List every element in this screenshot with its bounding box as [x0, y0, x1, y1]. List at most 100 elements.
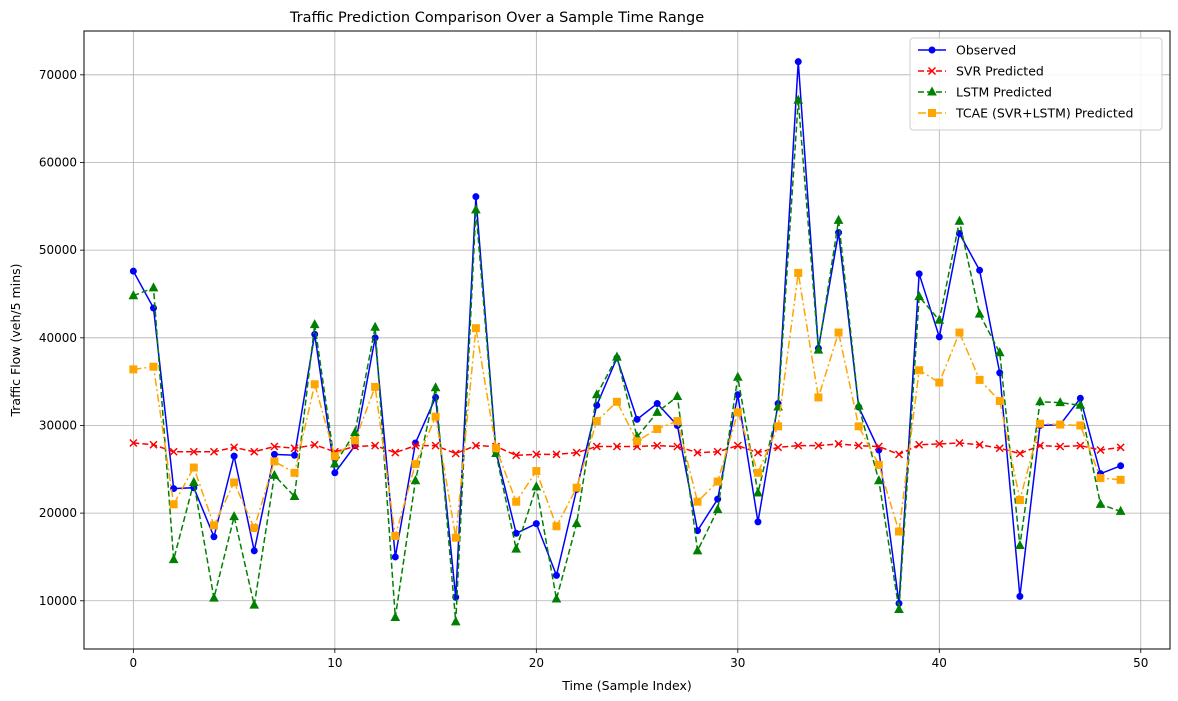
series-1: [129, 58, 1125, 607]
series-2-point: [1116, 443, 1125, 452]
series-3-point: [531, 481, 542, 491]
legend-marker: [928, 109, 936, 117]
series-4-point: [169, 500, 178, 509]
series-4-point: [391, 531, 400, 540]
series-2-point: [774, 443, 783, 452]
series-3-point: [471, 204, 481, 214]
series-2-point: [834, 439, 843, 448]
series-2-point: [371, 441, 380, 450]
series-2-point: [310, 440, 319, 449]
legend-box: [909, 37, 1163, 131]
axis-ticks: 0 10 20 30 40 50 10000 20000 30000 40000 50000 6000…: [39, 68, 1149, 670]
series-2-point: [915, 440, 924, 449]
series-4-point: [1015, 495, 1024, 504]
series-3-point: [430, 382, 441, 392]
series-2-point: [129, 438, 138, 448]
series-2-point: [713, 447, 722, 456]
series-3-point: [994, 347, 1005, 357]
series-2-point: [431, 441, 440, 450]
series-3-point: [188, 476, 199, 486]
series-3-point: [1115, 505, 1126, 515]
series-4-point: [874, 460, 883, 469]
series-1-point: [552, 571, 560, 579]
series-4-point: [693, 497, 702, 506]
series-3-point: [833, 214, 844, 224]
series-2-point: [612, 442, 621, 451]
series-2-point: [391, 448, 400, 457]
series-3-point: [390, 611, 401, 621]
plot-frame: [83, 30, 1171, 650]
series-4-point: [371, 382, 380, 391]
series-1-point: [935, 333, 943, 341]
series-4-point: [290, 468, 299, 477]
series-3-point: [1055, 397, 1066, 407]
series-3-point: [370, 321, 380, 331]
series-3-point: [652, 406, 663, 416]
series-1-point: [391, 553, 399, 561]
series-4-point: [955, 328, 964, 337]
series-2-point: [673, 442, 682, 451]
series-2-point: [935, 439, 944, 448]
x-axis-label: Time (Sample Index): [561, 678, 692, 693]
series-2-point: [1015, 449, 1024, 458]
x-tick-label: 30: [730, 656, 745, 670]
series-4-point: [350, 436, 359, 445]
series-2-point: [209, 447, 218, 456]
series-4-point: [250, 524, 259, 533]
series-2-point: [230, 443, 239, 452]
series-4-point: [653, 424, 662, 433]
series-4-point: [794, 268, 803, 277]
series-4: [129, 268, 1125, 542]
series-3-point: [813, 344, 824, 354]
series-3-point: [350, 426, 360, 436]
series-2-point: [955, 438, 964, 448]
series-2-point: [572, 448, 581, 457]
series-1-point: [1117, 462, 1125, 470]
x-tick-label: 10: [327, 656, 342, 670]
series-3-point: [148, 282, 159, 292]
series-4-point: [149, 362, 158, 371]
series-1-point: [996, 369, 1004, 377]
series-4-point: [1056, 420, 1065, 429]
series-3-point: [1035, 396, 1045, 406]
series-4-point: [713, 477, 722, 486]
series-3-point: [511, 543, 522, 553]
series-3-point: [168, 554, 179, 564]
series-2-point: [169, 447, 178, 456]
y-tick-label: 20000: [39, 506, 77, 520]
series-3-point: [1095, 498, 1106, 508]
series-3-point: [591, 389, 602, 399]
series-3-point: [551, 593, 562, 603]
legend-marker: [927, 86, 937, 96]
series-1-point: [472, 193, 480, 201]
series-3-point: [753, 487, 763, 497]
series-1-line: [132, 61, 1121, 604]
series-4-point: [270, 457, 279, 466]
series-3-point: [309, 319, 320, 329]
series-4-point: [915, 366, 924, 375]
series-3-point: [894, 603, 904, 614]
series-4-point: [935, 378, 944, 387]
series-4-point: [995, 396, 1004, 405]
series-3-point: [732, 371, 743, 381]
chart-title: Traffic Prediction Comparison Over a Sam…: [289, 10, 704, 26]
series-2-point: [1056, 442, 1065, 451]
series-3-point: [491, 447, 501, 458]
series-3-point: [128, 290, 139, 300]
series-3-point: [269, 469, 280, 479]
series-4-point: [612, 397, 621, 406]
series-4-point: [975, 375, 984, 384]
series-2-point: [552, 450, 561, 459]
series-2-point: [1076, 441, 1085, 450]
series-4-point: [532, 467, 541, 476]
series-4-point: [1076, 421, 1085, 430]
series-4-point: [411, 460, 420, 469]
series-1-point: [794, 58, 802, 66]
series-1-point: [250, 547, 258, 555]
series-4-point: [834, 328, 843, 337]
series-4-point: [129, 365, 138, 374]
series-1-point: [512, 529, 520, 537]
series-1-point: [915, 270, 923, 278]
series-3-point: [874, 475, 884, 485]
